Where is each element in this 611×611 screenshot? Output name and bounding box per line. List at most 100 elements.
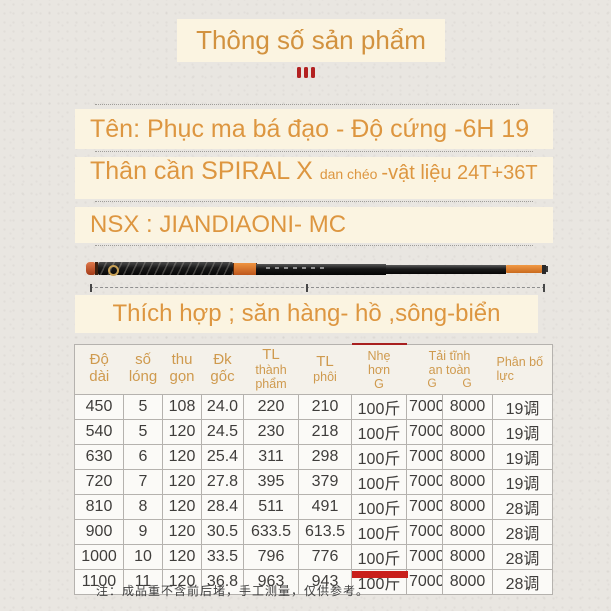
table-cell: 7000 xyxy=(406,569,443,595)
table-cell: 7000 xyxy=(406,469,443,495)
table-cell-highlight: 100斤 xyxy=(351,444,407,470)
table-cell: 28调 xyxy=(492,544,553,570)
table-cell-highlight: 100斤 xyxy=(351,419,407,445)
col-header-closed-length: thu gọn xyxy=(162,344,202,395)
table-header-row: Độ dài số lóng thu gọn Đk gốc TL thành p… xyxy=(74,343,553,395)
table-cell: 120 xyxy=(162,544,202,570)
dotted-divider xyxy=(95,201,533,202)
rod-carbon-handle xyxy=(98,262,233,276)
table-cell: 1000 xyxy=(74,544,124,570)
table-cell: 19调 xyxy=(492,444,553,470)
spec-manufacturer-text: NSX : JIANDIAONI- MC xyxy=(90,211,347,238)
table-cell: 7000 xyxy=(406,444,443,470)
spec-name-text: Tên: Phục ma bá đạo - Độ cứng -6H 19 xyxy=(90,114,530,143)
table-row: 1000 10 120 33.5 796 776 100斤 7000 8000 28调 xyxy=(74,544,553,570)
rod-butt-ring xyxy=(95,262,98,275)
table-cell: 24.5 xyxy=(201,419,244,445)
table-cell: 8000 xyxy=(442,569,493,595)
table-cell: 210 xyxy=(298,394,352,420)
col-header-sections: số lóng xyxy=(123,344,163,395)
table-cell: 7000 xyxy=(406,544,443,570)
table-cell: 900 xyxy=(74,519,124,545)
table-cell: 10 xyxy=(123,544,163,570)
spec-line-name: Tên: Phục ma bá đạo - Độ cứng -6H 19 xyxy=(75,109,553,149)
table-row: 450 5 108 24.0 220 210 100斤 7000 8000 19调 xyxy=(74,394,553,420)
table-cell: 298 xyxy=(298,444,352,470)
table-cell: 8000 xyxy=(442,469,493,495)
table-cell: 311 xyxy=(243,444,299,470)
table-cell: 613.5 xyxy=(298,519,352,545)
table-cell: 120 xyxy=(162,444,202,470)
table-cell: 8000 xyxy=(442,519,493,545)
table-row: 900 9 120 30.5 633.5 613.5 100斤 7000 8000 28调 xyxy=(74,519,553,545)
table-cell: 630 xyxy=(74,444,124,470)
table-cell: 230 xyxy=(243,419,299,445)
col-header-butt-diameter: Đk gốc xyxy=(201,344,244,395)
table-cell: 120 xyxy=(162,519,202,545)
col-header-length: Độ dài xyxy=(74,344,124,395)
table-cell: 5 xyxy=(123,419,163,445)
highlight-column-extension xyxy=(352,571,408,578)
table-cell: 810 xyxy=(74,494,124,520)
table-cell: 30.5 xyxy=(201,519,244,545)
spec-line-body: Thân cần SPIRAL X dan chéo -vật liệu 24T… xyxy=(75,157,553,199)
table-cell: 7000 xyxy=(406,519,443,545)
table-cell-highlight: 100斤 xyxy=(351,519,407,545)
fishing-rod-image xyxy=(86,259,548,279)
rod-blank-segment xyxy=(256,263,386,275)
footnote: 注：成品重不含前后堵，手工测量，仅供参考。 xyxy=(96,584,370,598)
table-cell: 11 xyxy=(123,569,163,595)
table-cell: 9 xyxy=(123,519,163,545)
table-cell: 7 xyxy=(123,469,163,495)
table-cell: 19调 xyxy=(492,419,553,445)
rod-blank-segment xyxy=(386,264,506,274)
table-cell: 218 xyxy=(298,419,352,445)
col-header-finished-weight: TL thành phẩm xyxy=(243,344,299,395)
table-cell: 963 xyxy=(243,569,299,595)
table-cell: 108 xyxy=(162,394,202,420)
col-header-blank-weight: TL phôi xyxy=(298,344,352,395)
table-cell: 540 xyxy=(74,419,124,445)
spec-table-body: 450 5 108 24.0 220 210 100斤 7000 8000 19调 540 5 120 2… xyxy=(74,394,553,595)
table-cell: 36.8 xyxy=(201,569,244,595)
rod-logo-ring-icon xyxy=(108,265,119,276)
unit-g-right: G xyxy=(462,375,472,390)
rod-spec-markings xyxy=(266,267,326,269)
table-cell: 633.5 xyxy=(243,519,299,545)
table-cell: 120 xyxy=(162,469,202,495)
table-cell: 776 xyxy=(298,544,352,570)
col-header-safe-static-load: Tải tĩnh an toàn G G xyxy=(406,344,493,395)
page-title: Thông số sản phẩm xyxy=(177,19,445,62)
table-cell-highlight: 100斤 xyxy=(351,469,407,495)
table-cell: 19调 xyxy=(492,469,553,495)
table-cell: 5 xyxy=(123,394,163,420)
table-cell: 27.8 xyxy=(201,469,244,495)
col-header-force-distribution: Phân bố lực xyxy=(492,344,553,395)
dotted-divider xyxy=(95,104,519,105)
table-cell: 25.4 xyxy=(201,444,244,470)
table-cell-highlight: 100斤 xyxy=(351,544,407,570)
rod-tip-hook xyxy=(546,266,548,272)
table-cell: 379 xyxy=(298,469,352,495)
table-cell: 8000 xyxy=(442,394,493,420)
unit-g-left: G xyxy=(427,375,437,390)
table-cell: 28调 xyxy=(492,519,553,545)
table-cell: 220 xyxy=(243,394,299,420)
table-cell: 8000 xyxy=(442,494,493,520)
rod-butt-cap xyxy=(86,262,95,275)
table-cell: 6 xyxy=(123,444,163,470)
spec-line-manufacturer: NSX : JIANDIAONI- MC xyxy=(75,207,553,243)
table-cell-highlight: 100斤 xyxy=(351,394,407,420)
table-cell: 24.0 xyxy=(201,394,244,420)
table-cell: 7000 xyxy=(406,494,443,520)
table-cell: 120 xyxy=(162,419,202,445)
table-cell: 943 xyxy=(298,569,352,595)
spec-suitable-text: Thích hợp ; săn hàng- hồ ,sông-biển xyxy=(112,300,501,327)
table-row: 630 6 120 25.4 311 298 100斤 7000 8000 19调 xyxy=(74,444,553,470)
table-cell: 720 xyxy=(74,469,124,495)
table-cell: 8000 xyxy=(442,419,493,445)
spec-body-main: Thân cần SPIRAL X xyxy=(90,157,313,185)
table-cell: 7000 xyxy=(406,419,443,445)
spec-table: Độ dài số lóng thu gọn Đk gốc TL thành p… xyxy=(74,343,553,595)
table-cell: 28.4 xyxy=(201,494,244,520)
